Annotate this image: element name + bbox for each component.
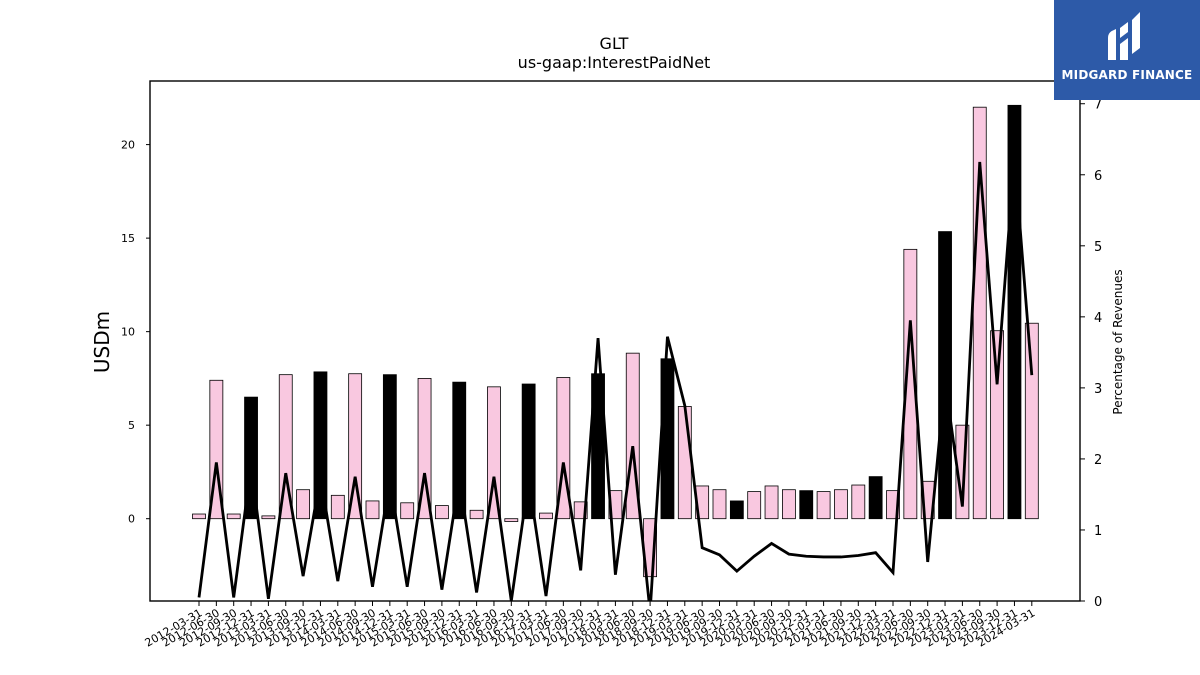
plot-frame (149, 80, 1081, 602)
bar-2013-12-31 (313, 371, 328, 520)
bar-2015-12-31 (452, 381, 467, 520)
bar-2016-09-30 (504, 518, 519, 522)
bar-2012-09-30 (226, 513, 241, 520)
bar-2015-09-30 (434, 505, 449, 520)
bar-2019-12-31 (729, 500, 744, 520)
bar-2013-06-30 (278, 374, 293, 520)
bar-2021-03-31 (816, 491, 831, 520)
bar-2020-06-30 (764, 485, 779, 520)
bar-2018-12-31 (660, 358, 675, 520)
bar-2021-12-31 (868, 476, 883, 520)
chart-title: GLT (600, 34, 629, 53)
bar-2017-12-31 (591, 373, 605, 520)
right-axis-ticks: 0 1 2 3 4 5 6 7 (1080, 98, 1102, 610)
bar-2014-06-30 (348, 373, 363, 520)
right-tick-label: 4 (1094, 311, 1102, 326)
right-tick-label: 5 (1094, 240, 1102, 255)
revenue-percentage-line (197, 156, 1034, 601)
brand-logo: MIDGARD FINANCE (1054, 0, 1200, 100)
right-tick-label: 3 (1094, 382, 1102, 397)
bar-2016-12-31 (521, 383, 536, 520)
chart-subtitle: us-gaap:InterestPaidNet (518, 53, 711, 72)
bar-2012-03-31 (192, 513, 206, 520)
bar-2024-03-31 (1024, 322, 1039, 520)
bar-2014-12-31 (382, 374, 397, 520)
bar-2020-03-31 (747, 491, 762, 520)
right-tick-label: 0 (1094, 595, 1102, 610)
left-axis-ticks: 0 5 10 15 20 (121, 139, 150, 526)
right-tick-label: 6 (1094, 169, 1102, 184)
bar-2014-09-30 (365, 500, 380, 520)
bar-2019-09-30 (712, 489, 727, 520)
logo-text: MIDGARD FINANCE (1061, 68, 1193, 82)
bar-2013-09-30 (296, 489, 311, 520)
bar-2017-03-31 (539, 512, 553, 520)
bar-2020-12-31 (799, 490, 814, 520)
bar-2022-06-30 (903, 248, 918, 520)
left-tick-label: 5 (128, 419, 135, 432)
y-axis-label-left: USDm (90, 311, 114, 373)
bar-2016-03-31 (469, 509, 484, 520)
right-tick-label: 1 (1094, 524, 1102, 539)
bar-2013-03-31 (261, 515, 276, 520)
bar-2023-09-30 (990, 330, 1004, 520)
bar-2015-06-30 (417, 378, 432, 520)
right-tick-label: 7 (1094, 98, 1102, 113)
x-axis-ticks: 2012-03-312012-06-302012-09-302012-12-31… (143, 601, 1037, 650)
bar-2015-03-31 (400, 502, 415, 520)
right-tick-label: 2 (1094, 453, 1102, 468)
left-tick-label: 15 (121, 232, 135, 245)
y-axis-label-right: Percentage of Revenues (1111, 269, 1125, 414)
bar-2020-09-30 (782, 489, 796, 520)
bar-2014-03-31 (330, 494, 345, 520)
left-tick-label: 0 (128, 513, 135, 526)
left-tick-label: 10 (121, 326, 135, 339)
bar-2019-03-31 (677, 406, 692, 520)
bar-2021-09-30 (851, 484, 866, 520)
left-tick-label: 20 (121, 139, 135, 152)
line-series (197, 156, 1034, 601)
bar-2022-12-31 (938, 231, 952, 520)
logo-mark-icon (1108, 12, 1140, 60)
bar-2021-06-30 (834, 489, 848, 520)
bar-2016-06-30 (487, 386, 501, 520)
